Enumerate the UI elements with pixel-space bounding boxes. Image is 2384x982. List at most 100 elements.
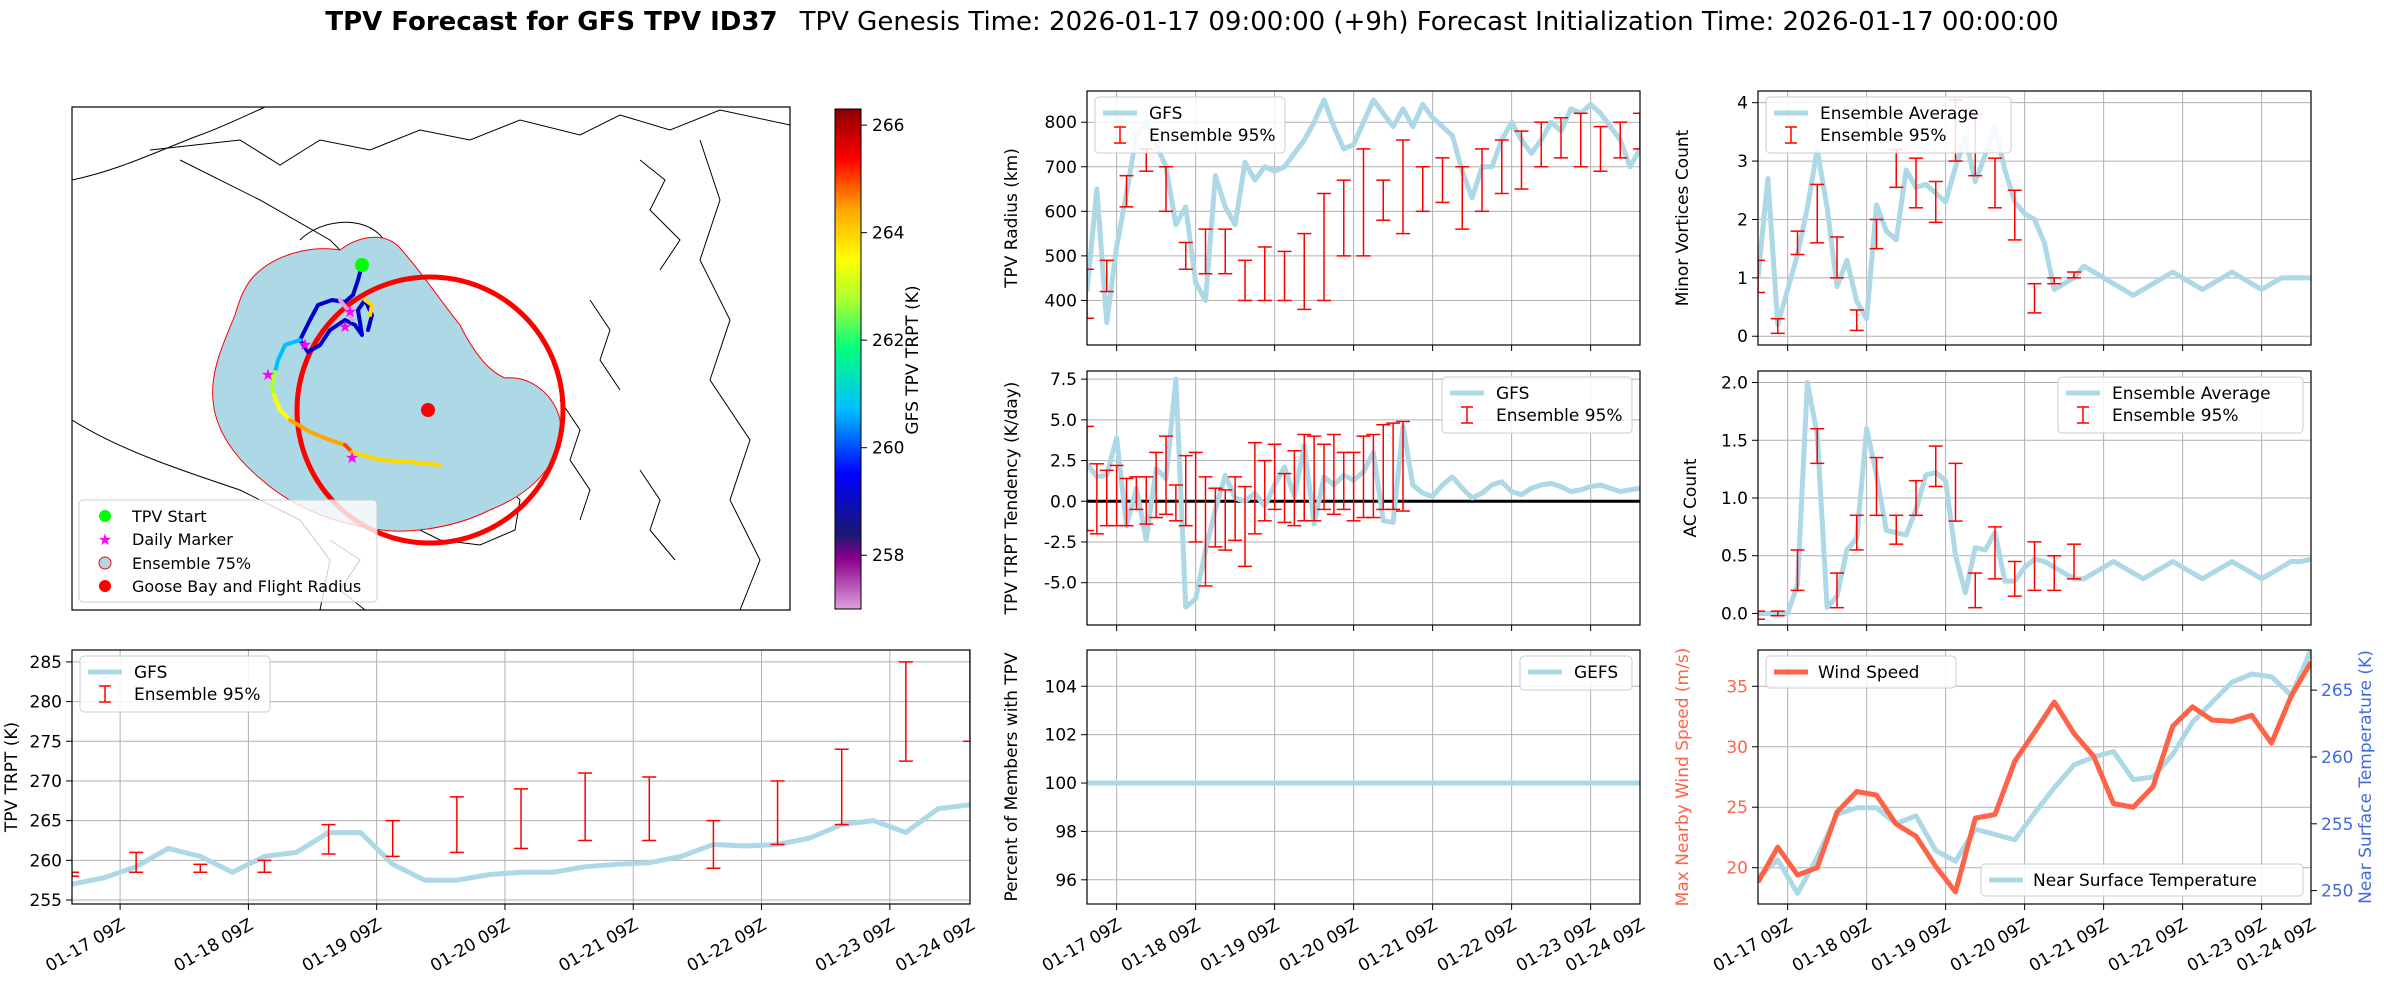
y-tick-label: 30 [1726, 738, 1748, 758]
x-tick-label: 01-22 09Z [684, 915, 770, 976]
legend-label: Ensemble Average [2112, 384, 2271, 404]
error-bar [1356, 148, 1371, 257]
error-bar [1336, 179, 1351, 257]
error-bar [1909, 157, 1923, 209]
error-bar [1534, 121, 1549, 168]
error-bar [1790, 230, 1805, 256]
y-tick-label: 260 [30, 851, 62, 871]
daily-markers: ★ ★ ★ ★ ★ [261, 302, 359, 467]
error-bar [1099, 259, 1114, 293]
errorbar-legend-icon [1461, 406, 1473, 424]
errorbar-legend-icon [1114, 126, 1126, 144]
panel-percent: 96 98 100 102 104 Percent of Members with TPV… [1002, 649, 1649, 976]
title-bold: TPV Forecast for GFS TPV ID37 [325, 7, 777, 37]
title-rest: TPV Genesis Time: 2026-01-17 09:00:00 (+… [799, 7, 2059, 37]
y-tick-label: -5.0 [1044, 574, 1077, 594]
colorbar-ticks: 258 260 262 264 266 [861, 116, 904, 566]
error-bar [1168, 484, 1183, 522]
error-bar [1593, 125, 1608, 172]
legend-label: Ensemble 95% [1149, 126, 1276, 146]
error-bar [1218, 489, 1233, 551]
error-bar [1366, 433, 1381, 519]
y-tick-label: 20 [1726, 859, 1748, 879]
error-bar [1297, 232, 1312, 311]
x-tick-label: 01-23 09Z [812, 915, 898, 976]
error-bar [1988, 157, 2002, 209]
series-line-temperature [1758, 650, 2311, 896]
ensemble-75-area [212, 236, 562, 532]
legend-box [1441, 376, 1633, 434]
x-tick-label: 01-19 09Z [1197, 915, 1283, 976]
flight-radius-circle [294, 274, 566, 546]
legend-label: Goose Bay and Flight Radius [132, 577, 361, 596]
error-bar [1119, 174, 1134, 208]
plot-marks [72, 650, 970, 887]
error-bar [1317, 192, 1331, 302]
y-tick-label: -2.5 [1044, 533, 1077, 553]
daily-marker: ★ [298, 335, 312, 354]
errorbar-legend-icon [99, 685, 111, 703]
panel-minor: 0 1 2 3 4 Minor Vortices Count Ensemble Averag… [1673, 90, 2312, 351]
error-bar [1159, 435, 1173, 516]
daily-marker: ★ [338, 317, 352, 336]
y-tick-label: 500 [1045, 247, 1077, 267]
y-axis-label: TPV TRPT Tendency (K/day) [1002, 382, 1022, 616]
error-bar [1849, 309, 1864, 332]
error-bar [1928, 180, 1943, 224]
x-tick-label: 01-20 09Z [427, 915, 513, 976]
plot-frame [1757, 370, 2312, 626]
map-panel: ★ ★ ★ ★ ★ TPV Start ★ Daily Marker Ensem… [71, 106, 791, 611]
error-bar [1188, 451, 1203, 543]
error-bar [706, 819, 721, 870]
error-bar [1267, 443, 1282, 511]
y-tick-label: 1.5 [1721, 431, 1748, 451]
error-bar [72, 871, 79, 877]
error-bar [1238, 259, 1252, 302]
plot-frame [1086, 370, 1641, 626]
error-bar [770, 780, 785, 846]
colorbar-label: GFS TPV TRPT (K) [903, 285, 923, 434]
y-axis-label: TPV TRPT (K) [2, 722, 22, 833]
error-bar [1087, 425, 1094, 532]
error-bar [2027, 541, 2042, 592]
colorbar-tick-label: 264 [872, 224, 904, 244]
error-bar [1386, 422, 1401, 511]
colorbar-tick-label: 266 [872, 116, 904, 136]
y-tick-label: 25 [1726, 798, 1748, 818]
daily-marker: ★ [261, 365, 275, 384]
y-axis-label: Minor Vortices Count [1673, 129, 1693, 306]
plot-area [1087, 650, 1640, 904]
y-tick-label: 0 [1737, 327, 1748, 347]
error-bar [1257, 246, 1272, 302]
error-bar [1277, 472, 1292, 524]
x-tick-label: 01-18 09Z [1118, 915, 1204, 976]
legend-temperature: Near Surface Temperature [1980, 863, 2304, 897]
error-bar [1613, 121, 1628, 159]
daily-marker: ★ [345, 448, 359, 467]
error-bar [1968, 572, 1983, 609]
error-bar [1633, 112, 1640, 150]
x-tick-label: 01-22 09Z [1434, 915, 1520, 976]
errorbar-legend-icon [1785, 126, 1797, 144]
x-tick-label: 01-22 09Z [2105, 915, 2191, 976]
error-bar [1810, 427, 1825, 465]
error-bar [1087, 268, 1094, 320]
series-line-wind [1758, 660, 2311, 895]
y-tick-label: 5.0 [1050, 411, 1077, 431]
plot-marks [1758, 99, 2311, 335]
error-bar [2067, 543, 2081, 580]
y-tick-label: 0.5 [1721, 547, 1748, 567]
legend-box [1094, 96, 1286, 154]
error-bar [642, 776, 657, 842]
y-axis-label: AC Count [1681, 458, 1701, 537]
y-tick-label: 2.0 [1721, 374, 1748, 394]
legend-label: GFS [1149, 104, 1182, 124]
error-bar [1435, 157, 1450, 204]
error-bar [1307, 435, 1322, 522]
y-tick-label: 2 [1737, 210, 1748, 230]
error-bar [1228, 476, 1243, 542]
legend-label: Ensemble 95% [1820, 126, 1947, 146]
x-tick-label: 01-17 09Z [42, 915, 128, 976]
